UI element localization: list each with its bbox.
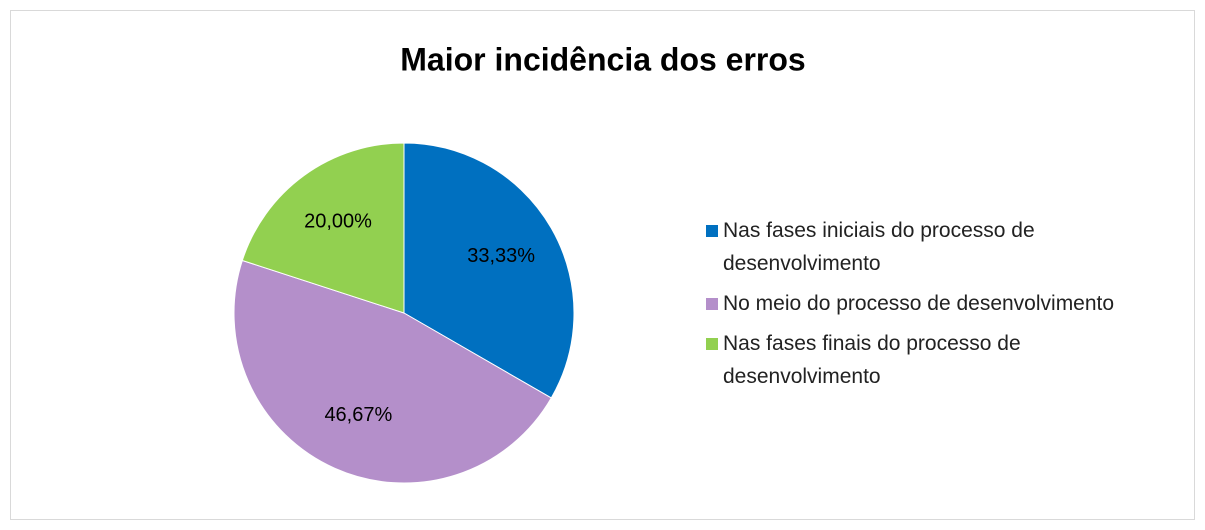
data-label: 46,67% (324, 404, 392, 426)
legend-swatch (706, 338, 718, 350)
data-label: 20,00% (304, 211, 372, 233)
chart-frame (10, 10, 1195, 520)
legend: Nas fases iniciais do processo de desenv… (706, 214, 1126, 400)
legend-entry: Nas fases iniciais do processo de desenv… (706, 214, 1126, 280)
pie-slice (233, 259, 552, 484)
legend-label: Nas fases finais do processo de desenvol… (723, 332, 1021, 388)
legend-label: No meio do processo de desenvolvimento (723, 292, 1115, 315)
pie-slice (241, 142, 405, 314)
legend-entry: Nas fases finais do processo de desenvol… (706, 327, 1126, 393)
legend-swatch (706, 225, 718, 237)
pie-slice (403, 142, 575, 399)
chart-title: Maior incidência dos erros (400, 41, 805, 77)
legend-entry: No meio do processo de desenvolvimento (706, 287, 1126, 320)
legend-swatch (706, 298, 718, 310)
data-label: 33,33% (467, 245, 535, 267)
legend-label: Nas fases iniciais do processo de desenv… (723, 219, 1035, 275)
